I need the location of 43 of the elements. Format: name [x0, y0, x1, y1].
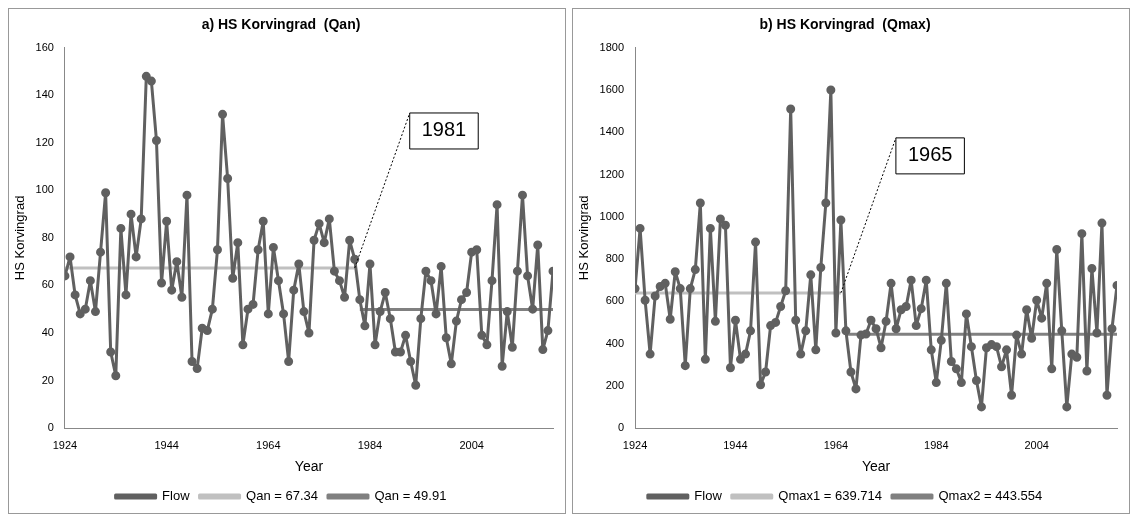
x-axis-title: Year [294, 458, 324, 475]
x-tick-label: 1984 [924, 438, 949, 451]
y-tick-label: 800 [605, 252, 625, 265]
y-tick-label: 0 [47, 421, 54, 434]
y-tick-label: 100 [35, 183, 54, 196]
y-tick-label: 40 [41, 325, 54, 338]
y-tick-label: 20 [41, 373, 54, 386]
y-tick-label: 1200 [599, 167, 625, 180]
y-tick-label: 1000 [599, 209, 625, 222]
y-tick-label: 0 [617, 421, 625, 434]
annotation: 1981 [421, 118, 467, 141]
y-tick-label: 1400 [599, 125, 625, 138]
y-tick-label: 160 [35, 40, 54, 53]
y-tick-label: 140 [35, 88, 54, 101]
legend-label: Flow [694, 488, 723, 504]
legend-label: Qan = 67.34 [246, 488, 318, 504]
legend-label: Flow [162, 488, 191, 504]
legend-label: Qmax2 = 443.554 [938, 488, 1043, 504]
x-tick-label: 1944 [154, 438, 179, 451]
x-tick-label: 1984 [357, 438, 383, 451]
y-axis-title: HS Korvingrad [576, 195, 592, 281]
y-tick-label: 400 [605, 336, 625, 349]
y-tick-label: 80 [41, 230, 54, 243]
legend-label: Qmax1 = 639.714 [778, 488, 882, 504]
annotation: 1965 [907, 143, 953, 166]
legend-label: Qan = 49.91 [374, 488, 447, 504]
x-tick-label: 2004 [1024, 438, 1049, 451]
y-tick-label: 600 [605, 294, 625, 307]
y-tick-label: 1800 [599, 40, 625, 53]
x-tick-label: 1964 [256, 438, 281, 451]
x-tick-label: 1924 [622, 438, 648, 451]
x-tick-label: 1924 [52, 438, 78, 451]
x-tick-label: 1944 [723, 438, 748, 451]
x-tick-label: 2004 [459, 438, 484, 451]
chart-title: a) HS Korvingrad (Qan) [201, 16, 361, 33]
y-tick-label: 200 [605, 378, 625, 391]
y-tick-label: 120 [35, 135, 54, 148]
x-axis-title: Year [861, 458, 891, 475]
y-tick-label: 60 [41, 278, 54, 291]
y-tick-label: 1600 [599, 83, 625, 96]
chart-title: b) HS Korvingrad (Qmax) [759, 16, 931, 33]
y-axis-title: HS Korvingrad [12, 195, 28, 281]
x-tick-label: 1964 [823, 438, 849, 451]
